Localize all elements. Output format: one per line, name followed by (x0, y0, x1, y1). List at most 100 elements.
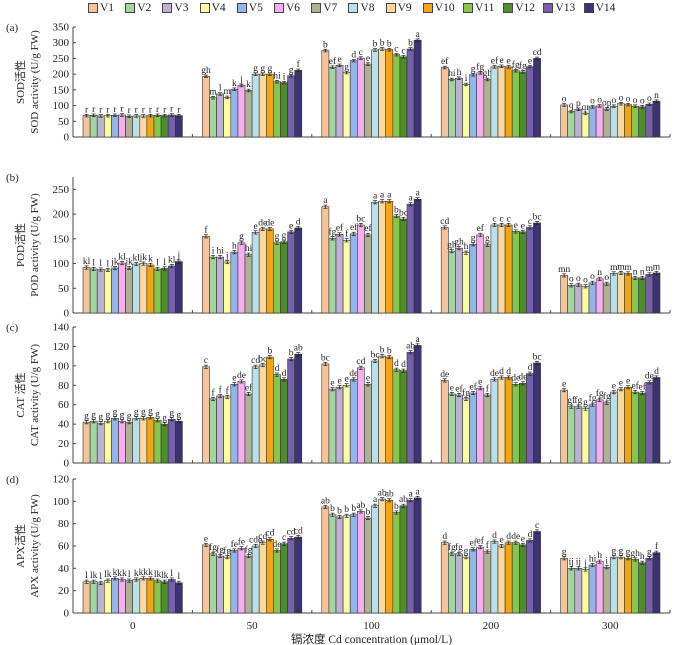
significance-letter: a (416, 30, 421, 40)
significance-letter: e (521, 221, 525, 231)
x-tick-label: 200 (483, 620, 500, 632)
significance-letter: g (485, 234, 490, 244)
legend-label: V8 (360, 2, 375, 14)
legend-item-v2: V2 (125, 2, 151, 14)
significance-letter: b (387, 346, 392, 356)
bar-v2-200 (447, 393, 456, 464)
bar-v12-300 (638, 106, 647, 138)
bar-v13-300 (645, 557, 654, 614)
bar-v14-100 (413, 39, 422, 138)
bar-v10-200 (504, 377, 513, 464)
bar-v2-200 (447, 79, 456, 138)
bar-v1-300 (560, 104, 568, 138)
significance-letter: c (359, 48, 363, 58)
bar-v12-200 (518, 231, 527, 314)
bar-v3-50 (216, 395, 225, 464)
legend-label: V12 (515, 2, 535, 14)
significance-letter: cd (356, 357, 365, 367)
significance-letter: bc (533, 352, 542, 362)
significance-letter: d (506, 532, 511, 542)
bar-v13-200 (526, 227, 534, 314)
significance-letter: de (272, 540, 281, 550)
y-tick-label: 80 (58, 380, 70, 392)
bar-v5-200 (469, 392, 478, 464)
bar-v2-300 (567, 406, 576, 464)
significance-letter: d (296, 217, 301, 227)
significance-letter: o (647, 94, 652, 104)
legend-label: V4 (211, 2, 226, 14)
significance-letter: f (204, 225, 208, 236)
significance-letter: r (149, 105, 153, 115)
significance-letter: fg (448, 542, 456, 553)
bar-v12-0 (160, 115, 169, 138)
bar-v1-0 (82, 115, 91, 138)
significance-letter: fg (519, 61, 527, 72)
significance-letter: f (226, 385, 230, 396)
bar-v8-50 (251, 232, 260, 314)
bar-v8-300 (609, 556, 618, 614)
bar-v12-0 (160, 268, 169, 314)
significance-letter: a (323, 196, 328, 206)
bar-v10-50 (265, 538, 274, 614)
panel-label: (d) (6, 474, 19, 486)
bar-v11-100 (392, 215, 401, 314)
significance-letter: i (283, 72, 286, 82)
significance-letter: gh (454, 238, 464, 248)
significance-letter: r (156, 105, 160, 115)
bar-v13-100 (406, 351, 415, 464)
bar-v6-50 (237, 381, 246, 464)
bar-v12-50 (280, 241, 288, 314)
bar-v7-50 (244, 90, 253, 138)
bar-v7-0 (125, 267, 133, 314)
significance-letter: de (237, 371, 246, 381)
significance-letter: o (626, 94, 631, 104)
bar-v14-200 (533, 58, 541, 138)
bar-v3-50 (216, 256, 225, 314)
significance-letter: ef (441, 56, 449, 67)
y-axis-label-cn: POD活性 (13, 223, 27, 267)
bar-v13-100 (406, 499, 415, 614)
significance-letter: m (624, 263, 632, 273)
significance-letter: c (535, 521, 539, 531)
bar-v3-50 (216, 555, 225, 614)
bar-v9-200 (497, 224, 506, 314)
legend-swatch (88, 3, 98, 13)
bar-v8-50 (251, 366, 260, 464)
x-tick-label: 300 (602, 620, 619, 632)
significance-letter: r (99, 106, 103, 116)
bar-v8-200 (490, 541, 499, 614)
bar-v14-0 (175, 420, 183, 464)
bar-v10-200 (504, 542, 513, 614)
significance-letter: de (258, 218, 267, 228)
bar-v10-50 (265, 228, 274, 314)
legend-swatch (125, 3, 136, 13)
bar-v13-50 (287, 231, 296, 314)
bar-v6-100 (356, 224, 365, 314)
significance-letter: bc (258, 354, 267, 364)
bar-v8-200 (490, 66, 499, 138)
significance-letter: d (442, 532, 447, 542)
bar-v4-50 (223, 261, 232, 314)
bar-v9-50 (258, 364, 267, 464)
significance-letter: kl (168, 255, 176, 265)
bar-v7-100 (364, 384, 372, 464)
bar-v14-300 (652, 552, 661, 614)
significance-letter: e (619, 379, 623, 389)
significance-letter: e (521, 534, 525, 544)
significance-letter: l (107, 259, 110, 269)
significance-letter: kl (118, 252, 126, 262)
significance-letter: g (148, 407, 153, 417)
bar-v14-200 (533, 222, 541, 314)
significance-letter: h (597, 551, 602, 561)
bar-v12-100 (399, 370, 408, 464)
bar-v8-100 (371, 49, 379, 138)
bar-v4-300 (581, 285, 590, 314)
bar-v10-300 (624, 557, 632, 614)
significance-letter: ij (576, 558, 581, 568)
significance-letter: b (366, 507, 371, 517)
panel-a: (a) 0 50 100 150 200 250 300 350 SOD活性 SOD activit… (6, 22, 671, 144)
significance-letter: o (640, 97, 645, 107)
legend-swatch (463, 3, 473, 13)
bar-v3-300 (574, 284, 583, 314)
significance-letter: b (408, 39, 413, 49)
